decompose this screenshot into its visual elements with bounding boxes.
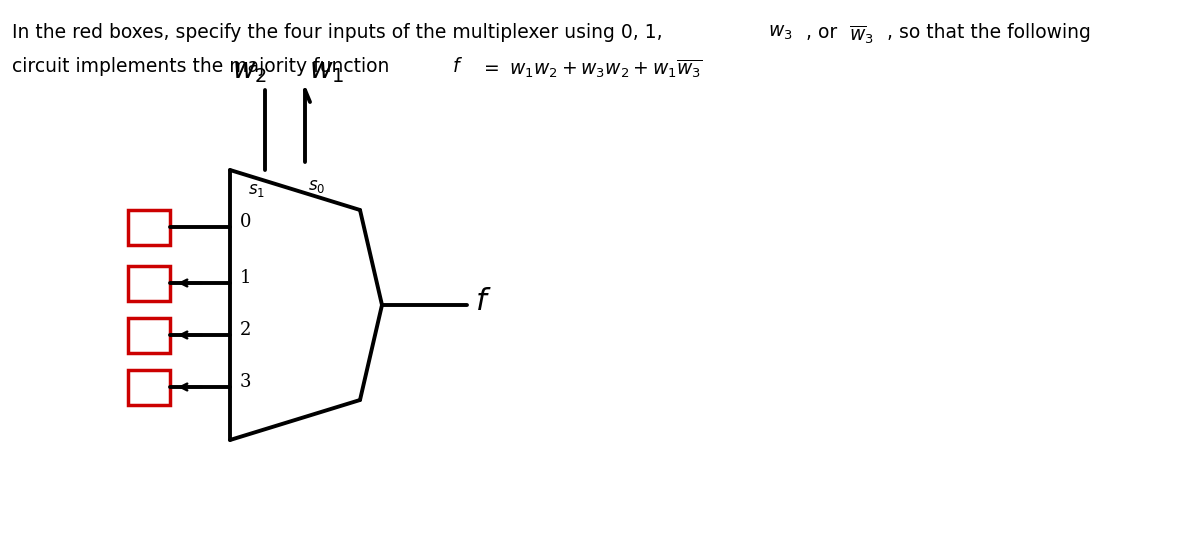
- Text: circuit implements the majority function: circuit implements the majority function: [12, 57, 395, 76]
- Text: In the red boxes, specify the four inputs of the multiplexer using 0, 1,: In the red boxes, specify the four input…: [12, 23, 668, 42]
- Bar: [128, 370, 170, 404]
- Text: , so that the following: , so that the following: [887, 23, 1091, 42]
- Text: $f$: $f$: [452, 57, 463, 76]
- Text: 1: 1: [240, 269, 252, 287]
- Bar: [128, 318, 170, 353]
- Bar: [128, 265, 170, 300]
- Text: $w_1$: $w_1$: [310, 58, 344, 85]
- Text: $f$: $f$: [475, 286, 492, 317]
- Text: $w_2$: $w_2$: [233, 58, 268, 85]
- Bar: [128, 209, 170, 245]
- Text: 3: 3: [240, 373, 252, 391]
- Text: $s_0$: $s_0$: [308, 178, 325, 195]
- Text: , or: , or: [806, 23, 844, 42]
- Text: $s_1$: $s_1$: [248, 182, 265, 199]
- Text: 2: 2: [240, 321, 251, 339]
- Text: 0: 0: [240, 213, 252, 231]
- Text: $w_3$: $w_3$: [768, 23, 792, 42]
- Text: $=\ w_1w_2 + w_3w_2 + w_1\overline{w_3}$: $=\ w_1w_2 + w_3w_2 + w_1\overline{w_3}$: [474, 57, 702, 80]
- Text: $\overline{w}_3$: $\overline{w}_3$: [850, 23, 874, 46]
